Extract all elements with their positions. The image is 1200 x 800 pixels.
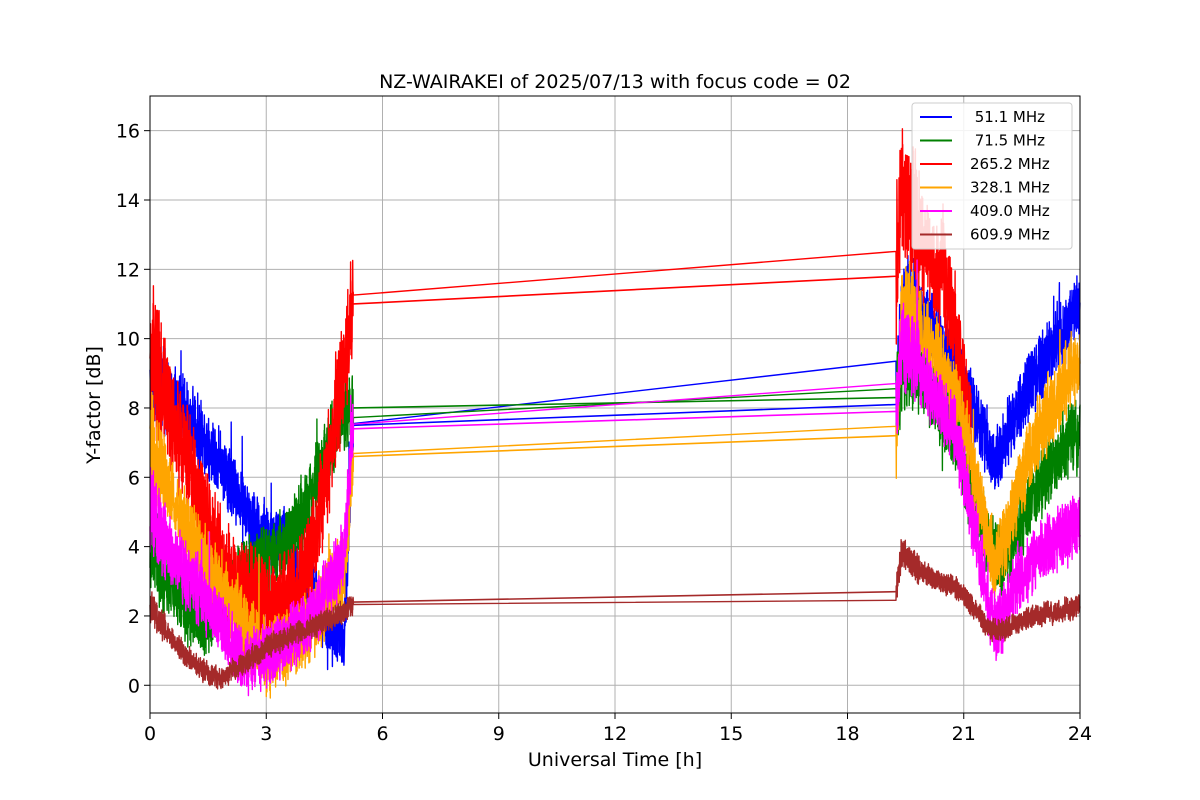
series-gap-bridge (353, 275, 896, 305)
x-axis-title: Universal Time [h] (528, 749, 702, 771)
y-axis-title: Y-factor [dB] (83, 346, 105, 465)
series-gap-bridge (353, 434, 896, 458)
y-tick-label: 12 (116, 259, 140, 281)
y-tick-label: 0 (128, 675, 140, 697)
y-tick-label: 6 (128, 467, 140, 489)
x-tick-label: 9 (493, 723, 505, 745)
y-tick-label: 10 (116, 329, 140, 351)
y-tick-label: 8 (128, 398, 140, 420)
y-axis: 0 2 4 6 8 10 12 14 16 (116, 121, 150, 697)
series-line (149, 539, 1081, 690)
x-tick-label: 18 (835, 723, 859, 745)
y-tick-label: 2 (128, 606, 140, 628)
y-tick-label: 4 (128, 537, 140, 559)
series-group (149, 128, 1081, 699)
x-tick-label: 6 (376, 723, 388, 745)
x-tick-label: 12 (603, 723, 627, 745)
legend-label: 71.5 MHz (970, 132, 1045, 150)
x-tick-label: 3 (260, 723, 272, 745)
legend-label: 609.9 MHz (970, 226, 1050, 244)
legend-label: 51.1 MHz (970, 108, 1045, 126)
series-gap-bridge (353, 410, 896, 430)
y-tick-label: 14 (116, 190, 140, 212)
legend-label: 328.1 MHz (970, 179, 1050, 197)
legend-label: 409.0 MHz (970, 202, 1050, 220)
series-gap-bridge (353, 396, 896, 409)
series-gap-bridge (353, 590, 896, 603)
x-tick-label: 24 (1068, 723, 1092, 745)
x-tick-label: 0 (144, 723, 156, 745)
series-line (149, 255, 1081, 671)
series-gap-bridge (353, 403, 896, 427)
legend: 51.1 MHz 71.5 MHz 265.2 MHz 328.1 MHz 409.0… (911, 102, 1073, 250)
x-tick-label: 21 (952, 723, 976, 745)
legend-label: 265.2 MHz (970, 155, 1050, 173)
x-tick-label: 15 (719, 723, 743, 745)
y-tick-label: 16 (116, 121, 140, 143)
series-line (149, 259, 1081, 697)
chart-title: NZ-WAIRAKEI of 2025/07/13 with focus cod… (379, 71, 851, 93)
x-axis: 0 3 6 9 12 15 18 21 24 (144, 713, 1092, 745)
